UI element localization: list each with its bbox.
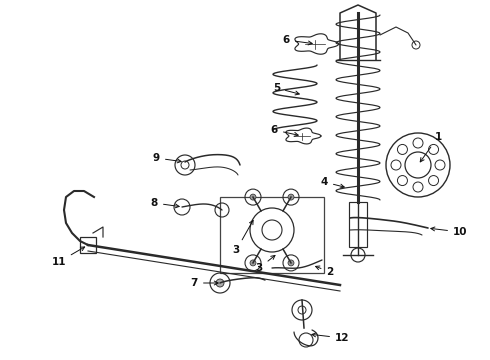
- Circle shape: [288, 194, 294, 200]
- Text: 7: 7: [191, 278, 218, 288]
- Text: 6: 6: [283, 35, 312, 45]
- Text: 5: 5: [273, 83, 299, 95]
- Text: 3: 3: [233, 220, 253, 255]
- Bar: [80, 237, 96, 253]
- Text: 8: 8: [151, 198, 179, 208]
- Text: 1: 1: [420, 132, 441, 162]
- Text: 2: 2: [316, 266, 334, 277]
- Circle shape: [216, 279, 224, 287]
- Circle shape: [250, 194, 256, 200]
- Text: 6: 6: [271, 125, 298, 136]
- Text: 11: 11: [51, 247, 85, 267]
- Bar: [349, 202, 367, 247]
- Circle shape: [288, 260, 294, 266]
- Bar: [220, 197, 324, 273]
- Text: 12: 12: [312, 333, 349, 343]
- Circle shape: [250, 260, 256, 266]
- Text: 4: 4: [320, 177, 344, 188]
- Text: 3: 3: [256, 256, 275, 273]
- Text: 9: 9: [153, 153, 181, 163]
- Text: 10: 10: [431, 227, 467, 237]
